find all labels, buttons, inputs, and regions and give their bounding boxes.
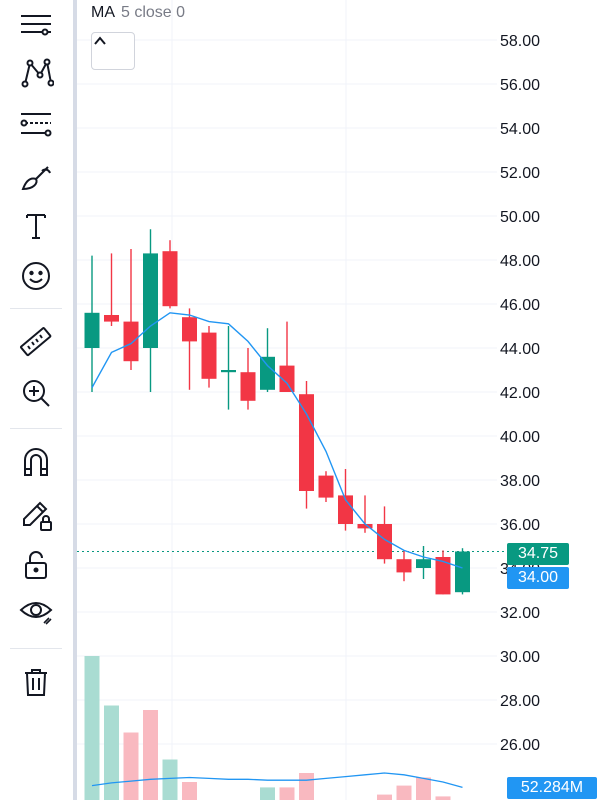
chart-pane[interactable]: 58.00 56.00 54.00 52.00 50.00 48.00 46.00 44.00… (77, 0, 600, 800)
volume-bar (396, 785, 412, 800)
price-axis-label: 36.00 (500, 517, 540, 534)
price-axis-label: 58.00 (500, 33, 540, 50)
collapse-legend-button[interactable] (91, 32, 135, 70)
candle-body (104, 315, 119, 322)
chart-canvas[interactable]: 58.00 56.00 54.00 52.00 50.00 48.00 46.00 44.00… (77, 0, 600, 800)
price-axis-label: 54.00 (500, 121, 540, 138)
candle-body (240, 372, 256, 401)
pattern-tools-icon[interactable] (14, 53, 58, 93)
volume-bar (182, 782, 197, 800)
candle-body (435, 557, 451, 595)
candle-body (221, 370, 236, 373)
price-axis-label: 40.00 (500, 429, 540, 446)
indicator-legend[interactable]: MA 5 close 0 (91, 4, 185, 22)
candle-body (123, 321, 139, 362)
toolbar-scrollbar[interactable] (73, 0, 77, 800)
candle-body (357, 524, 373, 529)
price-axis-label: 44.00 (500, 341, 540, 358)
fib-tools-icon[interactable] (14, 104, 58, 144)
candle-body (143, 253, 158, 348)
candle-body (377, 524, 392, 560)
price-axis-label: 32.00 (500, 605, 540, 622)
price-axis-label: 28.00 (500, 693, 540, 710)
lock-drawings-icon[interactable] (14, 495, 58, 535)
ma-line (91, 312, 463, 569)
candle-body (84, 312, 100, 348)
volume-bar (435, 796, 451, 800)
volume-bar (143, 710, 158, 800)
last-price-tag: 34.75 (507, 543, 569, 565)
candle-body (182, 317, 197, 342)
ma-price-tag: 34.00 (507, 567, 569, 589)
candle-body (338, 495, 353, 524)
volume-tag: 52.284M (507, 777, 597, 799)
candle-body (299, 394, 314, 491)
eye-icon[interactable] (14, 591, 58, 631)
price-axis-label: 30.00 (500, 649, 540, 666)
candle-body (201, 332, 217, 379)
drawing-toolbar (0, 0, 73, 800)
text-tool-icon[interactable] (14, 206, 58, 246)
candle-body (416, 559, 431, 568)
volume-bar (279, 787, 295, 800)
zoom-in-icon[interactable] (14, 373, 58, 413)
volume-bar (299, 773, 314, 800)
candle-body (455, 551, 470, 593)
price-axis-label: 50.00 (500, 209, 540, 226)
chevron-up-icon (94, 36, 106, 45)
candle-body (279, 365, 295, 392)
candle-body (162, 251, 178, 307)
volume-bar (377, 794, 392, 800)
volume-ma-line (91, 772, 463, 789)
price-axis-label: 48.00 (500, 253, 540, 270)
candle-body (396, 559, 412, 573)
candle-body (318, 475, 334, 498)
volume-bar (123, 732, 139, 800)
indicator-name: MA (91, 4, 115, 21)
volume-bar (84, 656, 100, 800)
price-axis-label: 26.00 (500, 737, 540, 754)
emoji-icon[interactable] (14, 256, 58, 296)
price-axis-label: 52.00 (500, 165, 540, 182)
unlock-icon[interactable] (14, 545, 58, 585)
brush-icon[interactable] (14, 157, 58, 197)
volume-bar (260, 787, 275, 800)
price-axis-label: 42.00 (500, 385, 540, 402)
trash-icon[interactable] (14, 662, 58, 702)
magnet-icon[interactable] (14, 442, 58, 482)
volume-bar (162, 759, 178, 800)
price-axis-label: 56.00 (500, 77, 540, 94)
indicator-params: 5 close 0 (121, 4, 186, 21)
price-axis-label: 38.00 (500, 473, 540, 490)
trend-line-tools-icon[interactable] (14, 5, 58, 45)
candle-body (260, 356, 275, 390)
ruler-icon[interactable] (14, 322, 58, 362)
volume-bar (416, 777, 431, 800)
volume-bar (104, 705, 119, 800)
price-axis-label: 46.00 (500, 297, 540, 314)
